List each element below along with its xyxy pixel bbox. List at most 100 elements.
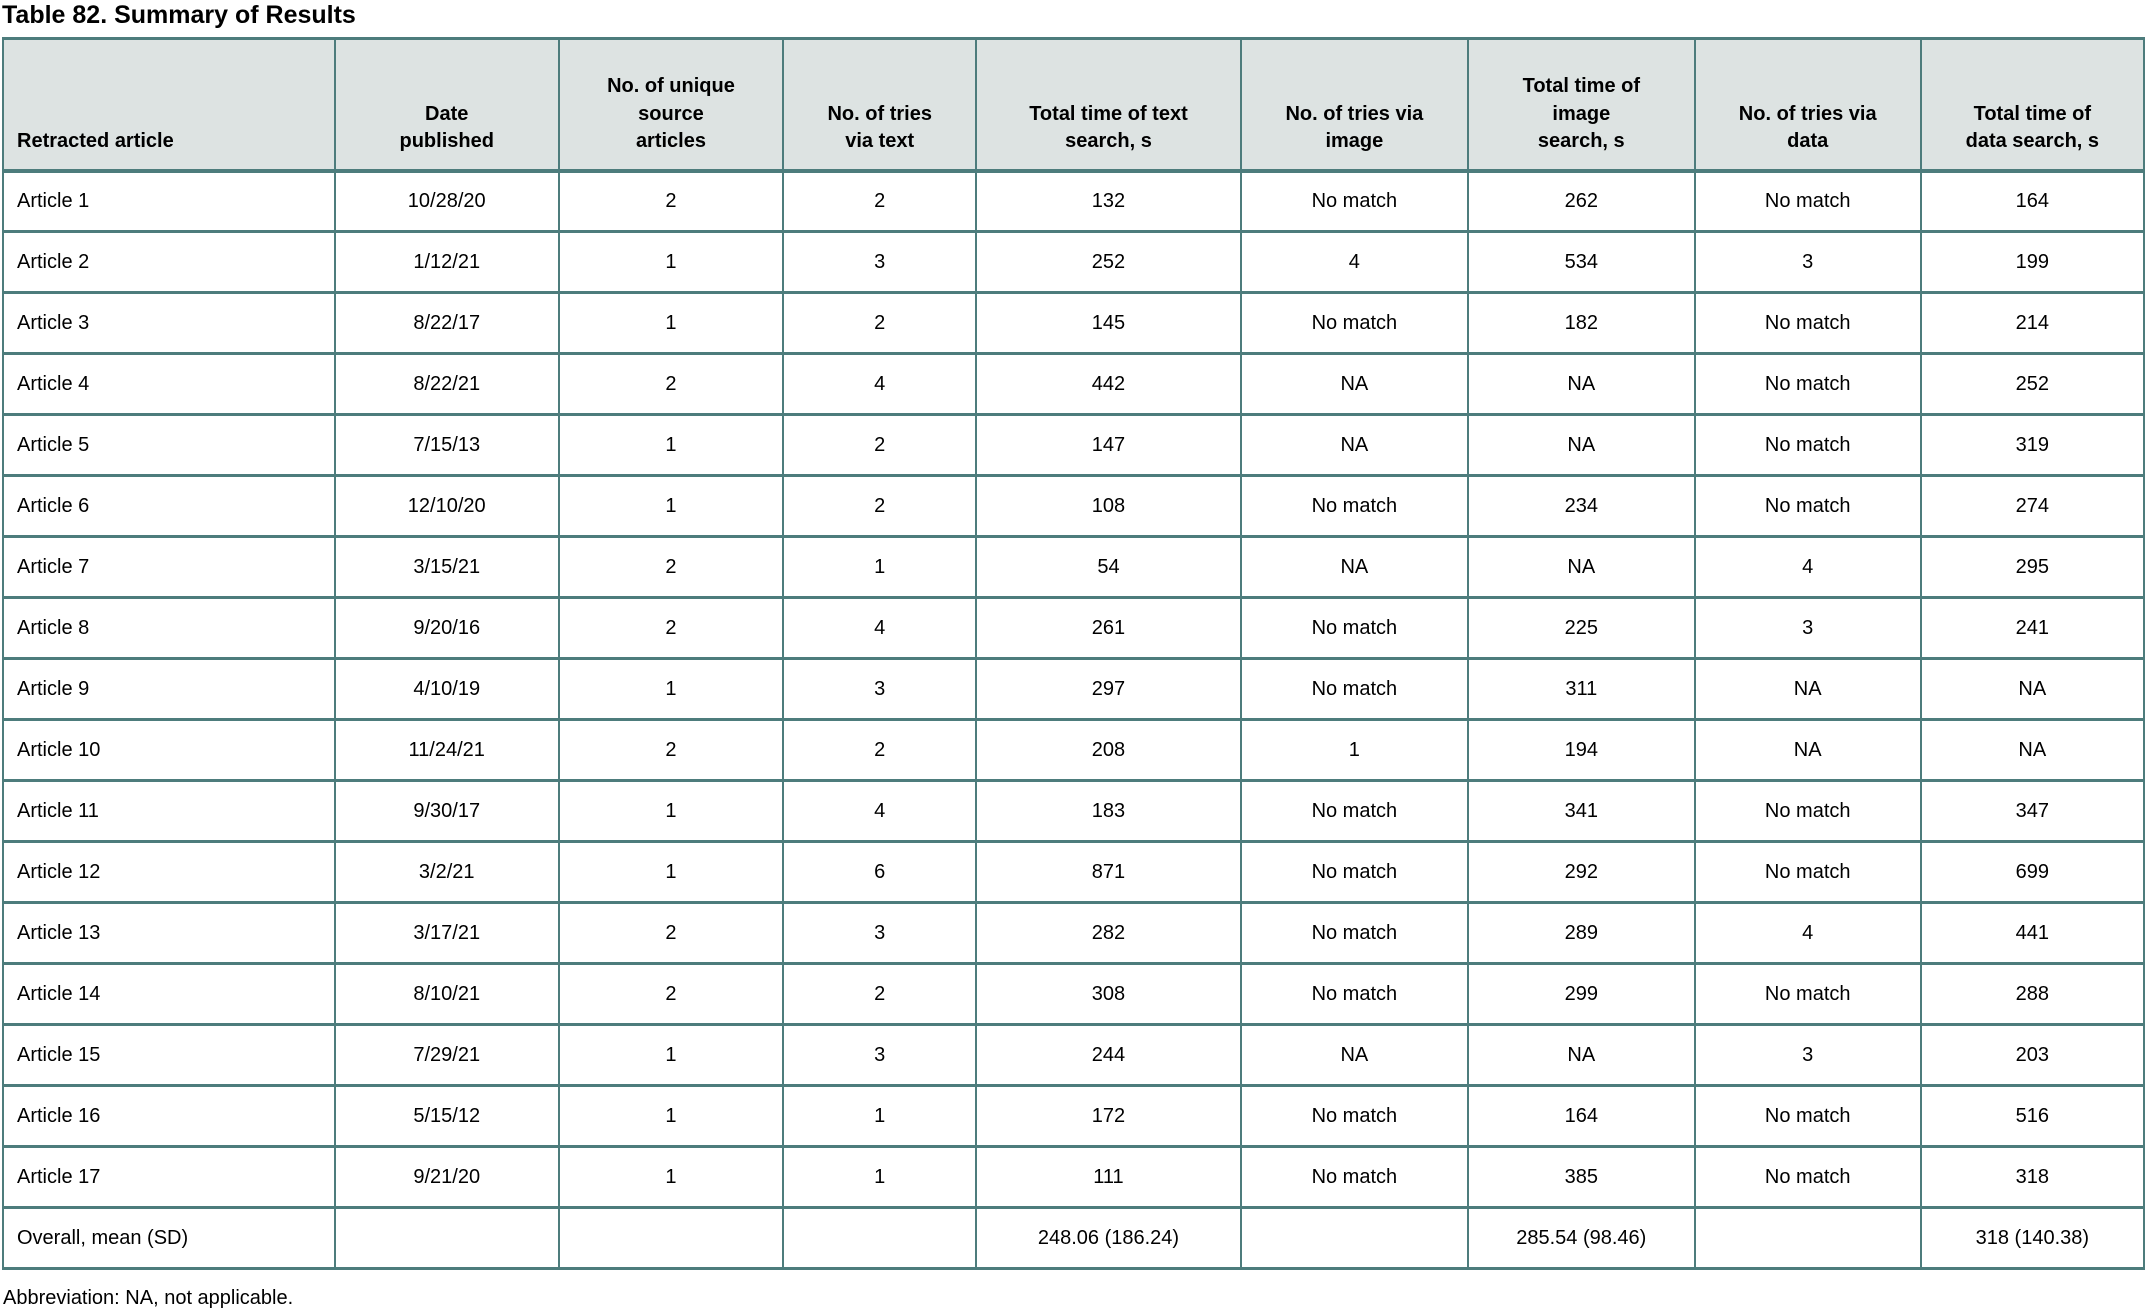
table-cell: No match — [1693, 1145, 1922, 1210]
table-row: Article 16 5/15/12 1 1 172 No match 164 No matc… — [2, 1084, 2146, 1149]
table-row: Article 14 8/10/21 2 2 308 No match 299 No matc… — [2, 962, 2146, 1027]
table-row: Article 5 7/15/13 1 2 147 NA NA No match 319 — [2, 413, 2146, 478]
table-cell: No match — [1239, 779, 1469, 844]
table-cell: No match — [1693, 1084, 1922, 1149]
table-cell — [1239, 1206, 1469, 1271]
table-cell: 2 — [782, 962, 978, 1027]
table-cell: 2 — [782, 291, 978, 356]
table-cell: No match — [1693, 474, 1922, 539]
table-cell: 10/28/20 — [333, 169, 560, 234]
table-cell: 3 — [1693, 1023, 1922, 1088]
row-label-cell: Article 14 — [2, 962, 336, 1027]
table-cell: NA — [1693, 718, 1922, 783]
table-cell: 6 — [782, 840, 978, 905]
table-cell: 225 — [1466, 596, 1696, 661]
table-cell: 1 — [557, 1145, 785, 1210]
table-cell: 111 — [975, 1145, 1242, 1210]
column-header: No. of tries via text — [782, 37, 978, 173]
table-cell: 252 — [975, 230, 1242, 295]
table-cell: NA — [1466, 1023, 1696, 1088]
table-cell: 1 — [557, 657, 785, 722]
table-cell: No match — [1693, 962, 1922, 1027]
table-cell: No match — [1693, 413, 1922, 478]
table-cell: 1 — [557, 413, 785, 478]
table-cell — [1693, 1206, 1922, 1271]
table-cell: 1 — [557, 474, 785, 539]
table-row: Article 7 3/15/21 2 1 54 NA NA 4 295 — [2, 535, 2146, 600]
table-cell: 4/10/19 — [333, 657, 560, 722]
table-cell: 699 — [1919, 840, 2146, 905]
column-header: Total time of image search, s — [1466, 37, 1696, 173]
table-cell: 9/30/17 — [333, 779, 560, 844]
table-cell: 145 — [975, 291, 1242, 356]
table-cell: 172 — [975, 1084, 1242, 1149]
table-cell: 289 — [1466, 901, 1696, 966]
table-cell: No match — [1693, 291, 1922, 356]
row-label-cell: Article 8 — [2, 596, 336, 661]
table-cell — [333, 1206, 560, 1271]
table-cell: No match — [1239, 901, 1469, 966]
table-cell: 182 — [1466, 291, 1696, 356]
table-cell: 297 — [975, 657, 1242, 722]
table-row: Article 4 8/22/21 2 4 442 NA NA No match 252 — [2, 352, 2146, 417]
table-cell: 299 — [1466, 962, 1696, 1027]
row-label-cell: Article 7 — [2, 535, 336, 600]
table-cell: 9/21/20 — [333, 1145, 560, 1210]
row-label-cell: Article 2 — [2, 230, 336, 295]
table-cell: 194 — [1466, 718, 1696, 783]
table-cell: 214 — [1919, 291, 2146, 356]
table-cell: 2 — [557, 962, 785, 1027]
table-cell: 2 — [557, 901, 785, 966]
row-label-cell: Article 5 — [2, 413, 336, 478]
table-cell: 203 — [1919, 1023, 2146, 1088]
table-cell: 385 — [1466, 1145, 1696, 1210]
table-cell: 1 — [557, 230, 785, 295]
results-table: Retracted article Date published No. of un… — [2, 37, 2146, 1271]
table-cell: 1 — [557, 779, 785, 844]
table-cell: NA — [1466, 413, 1696, 478]
table-cell: 164 — [1466, 1084, 1696, 1149]
table-cell: No match — [1693, 779, 1922, 844]
table-cell: 1 — [557, 291, 785, 356]
table-cell: NA — [1239, 1023, 1469, 1088]
column-header: Retracted article — [2, 37, 336, 173]
table-cell: NA — [1919, 657, 2146, 722]
table-cell: 1 — [782, 1145, 978, 1210]
table-cell: No match — [1239, 840, 1469, 905]
table-cell: 2 — [557, 718, 785, 783]
row-label-cell: Article 6 — [2, 474, 336, 539]
footnote: Abbreviation: NA, not applicable. — [3, 1287, 294, 1310]
table-cell: 318 (140.38) — [1919, 1206, 2146, 1271]
table-cell: 3 — [782, 230, 978, 295]
table-cell: 1 — [782, 535, 978, 600]
table-cell: 5/15/12 — [333, 1084, 560, 1149]
table-cell: 3 — [782, 901, 978, 966]
header-row: Retracted article Date published No. of un… — [2, 37, 2146, 173]
table-cell — [782, 1206, 978, 1271]
row-label-cell: Article 17 — [2, 1145, 336, 1210]
table-body: Article 1 10/28/20 2 2 132 No match 262 No matc… — [2, 169, 2146, 1271]
table-row: Article 6 12/10/20 1 2 108 No match 234 No matc… — [2, 474, 2146, 539]
row-label-cell: Article 9 — [2, 657, 336, 722]
row-label-cell: Article 3 — [2, 291, 336, 356]
table-cell: 2 — [782, 413, 978, 478]
page-title: Table 82. Summary of Results — [2, 1, 356, 29]
table-row: Article 10 11/24/21 2 2 208 1 194 NA NA — [2, 718, 2146, 783]
table-row: Article 8 9/20/16 2 4 261 No match 225 3 241 — [2, 596, 2146, 661]
column-header: No. of unique source articles — [557, 37, 785, 173]
table-cell: 1 — [557, 840, 785, 905]
table-cell: 2 — [782, 169, 978, 234]
table-cell: NA — [1239, 535, 1469, 600]
table-cell: No match — [1239, 291, 1469, 356]
column-header: Total time of data search, s — [1919, 37, 2146, 173]
table-cell: 241 — [1919, 596, 2146, 661]
table-cell: 164 — [1919, 169, 2146, 234]
table-cell: 8/22/17 — [333, 291, 560, 356]
table-cell: 871 — [975, 840, 1242, 905]
table-cell: 318 — [1919, 1145, 2146, 1210]
table-cell: 308 — [975, 962, 1242, 1027]
table-row: Article 3 8/22/17 1 2 145 No match 182 No match… — [2, 291, 2146, 356]
table-header: Retracted article Date published No. of un… — [2, 37, 2146, 173]
column-header: Date published — [333, 37, 560, 173]
table-cell: 341 — [1466, 779, 1696, 844]
